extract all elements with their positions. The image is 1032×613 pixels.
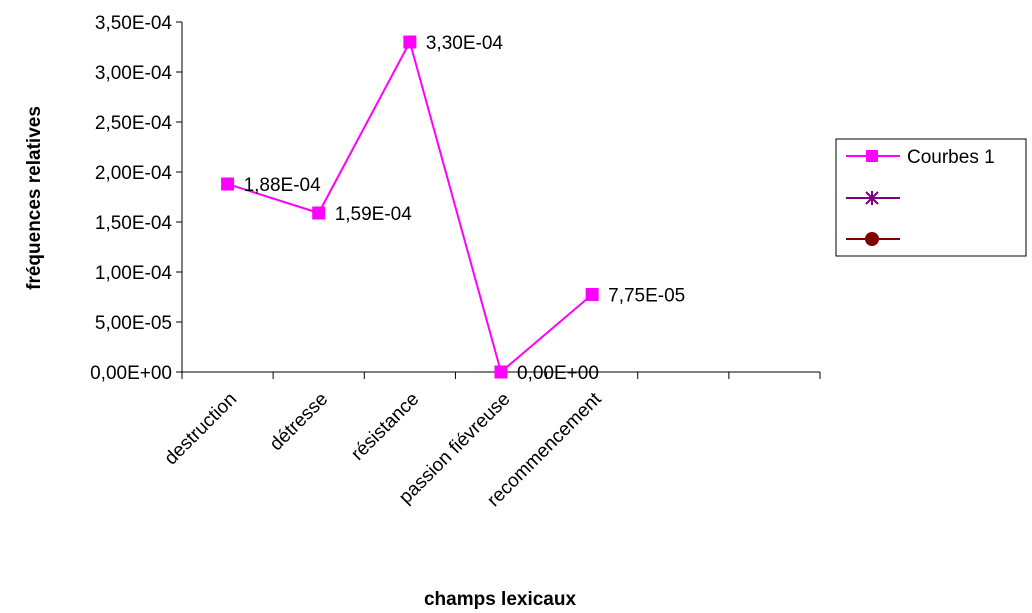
- y-tick-label: 1,00E-04: [95, 263, 173, 284]
- x-tick-label: détresse: [266, 389, 332, 455]
- y-tick-label: 1,50E-04: [95, 213, 173, 234]
- data-label: 3,30E-04: [426, 33, 504, 54]
- legend-label: Courbes 1: [907, 147, 995, 168]
- data-label: 1,59E-04: [335, 204, 413, 225]
- y-tick-label: 2,00E-04: [95, 163, 173, 184]
- data-label: 1,88E-04: [244, 175, 322, 196]
- data-point: [494, 365, 508, 379]
- y-tick-label: 2,50E-04: [95, 113, 173, 134]
- data-point: [585, 288, 599, 301]
- data-label: 7,75E-05: [608, 286, 685, 307]
- y-tick-label: 5,00E-05: [95, 313, 172, 334]
- x-axis-title: champs lexicaux: [424, 589, 577, 610]
- data-point: [403, 35, 417, 49]
- y-tick-label: 0,00E+00: [90, 363, 172, 384]
- legend: Courbes 1: [835, 138, 1027, 257]
- y-axis-ticks: 0,00E+00 5,00E-05 1,00E-04 1,50E-04 2,00E-04…: [90, 13, 182, 384]
- y-axis-title: fréquences relatives: [24, 106, 45, 290]
- y-tick-label: 3,00E-04: [95, 63, 173, 84]
- x-tick-label: résistance: [347, 389, 423, 465]
- data-markers: [221, 35, 599, 379]
- x-tick-label: destruction: [161, 389, 242, 470]
- data-labels: 1,88E-04 1,59E-04 3,30E-04 0,00E+00 7,75E-05: [244, 33, 686, 384]
- legend-marker-circle: [865, 232, 879, 246]
- data-point: [312, 206, 326, 220]
- y-tick-label: 3,50E-04: [95, 13, 173, 34]
- legend-marker-asterisk: [865, 191, 879, 205]
- data-point: [221, 177, 235, 191]
- legend-marker-square: [866, 150, 878, 162]
- data-label: 0,00E+00: [517, 363, 599, 384]
- axes: [181, 22, 820, 373]
